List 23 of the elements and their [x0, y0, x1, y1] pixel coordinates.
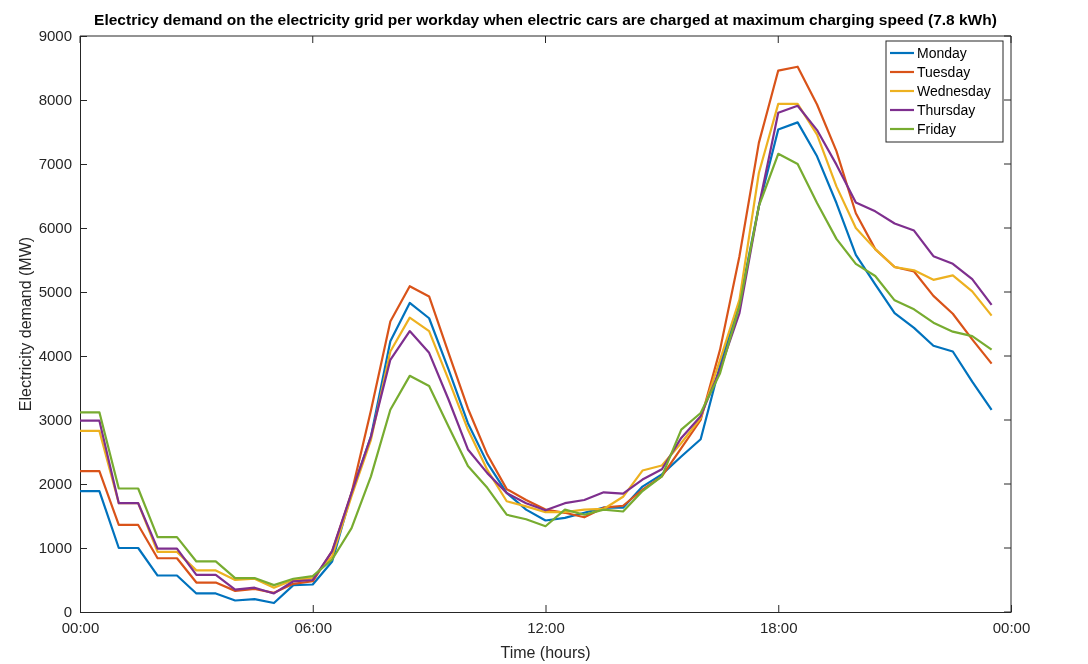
x-tick-label: 18:00: [759, 618, 798, 636]
y-tick-label: 1000: [38, 539, 72, 557]
x-tick-label: 12:00: [527, 618, 565, 636]
y-tick-label: 9000: [38, 27, 72, 45]
y-tick-label: 3000: [38, 411, 72, 429]
x-axis-title: Time (hours): [500, 644, 591, 661]
legend-label: Friday: [917, 121, 956, 137]
y-tick-label: 4000: [38, 347, 72, 365]
chart-title: Electricy demand on the electricity grid per workday when electric cars are charged at maximum charging speed (7.8 kWh): [94, 11, 997, 28]
y-tick-label: 5000: [38, 283, 72, 301]
x-tick-label: 00:00: [61, 618, 100, 636]
legend-label: Wednesday: [917, 83, 991, 99]
y-tick-label: 8000: [38, 91, 72, 109]
y-axis-title: Electricity demand (MW): [17, 236, 34, 412]
y-tick-label: 0: [63, 603, 72, 621]
x-tick-label: 06:00: [294, 618, 333, 636]
y-tick-label: 2000: [38, 475, 72, 493]
x-tick-label: 00:00: [992, 618, 1031, 636]
legend-label: Thursday: [917, 102, 976, 118]
y-tick-label: 6000: [38, 219, 72, 237]
legend-label: Monday: [917, 45, 967, 61]
legend-label: Tuesday: [917, 64, 971, 80]
y-tick-label: 7000: [38, 155, 72, 173]
